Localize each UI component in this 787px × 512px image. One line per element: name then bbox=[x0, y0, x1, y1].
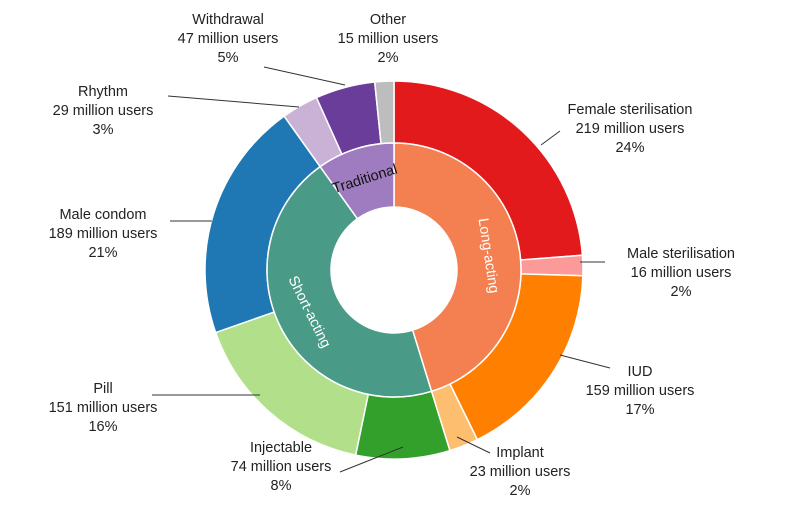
leader-line-injectable bbox=[339, 446, 404, 473]
leader-line-rhythm bbox=[167, 95, 300, 108]
leader-line-iud bbox=[559, 354, 611, 369]
leader-line-implant bbox=[456, 436, 491, 454]
outer-label-rhythm: Rhythm 29 million users 3% bbox=[53, 84, 154, 138]
leader-line-withdrawal bbox=[263, 66, 346, 86]
outer-label-female-sterilisation: Female sterilisation 219 million users 24% bbox=[568, 102, 693, 156]
leader-line-female-sterilisation bbox=[540, 130, 561, 146]
outer-label-injectable: Injectable 74 million users 8% bbox=[231, 440, 332, 494]
outer-label-withdrawal: Withdrawal 47 million users 5% bbox=[178, 12, 279, 66]
outer-label-pill: Pill 151 million users 16% bbox=[49, 381, 158, 435]
outer-label-implant: Implant 23 million users 2% bbox=[470, 445, 571, 499]
inner-ring bbox=[266, 142, 522, 398]
outer-labels: Female sterilisation 219 million users 24%… bbox=[49, 12, 735, 499]
outer-label-male-sterilisation: Male sterilisation 16 million users 2% bbox=[627, 246, 735, 300]
outer-ring bbox=[204, 80, 584, 460]
outer-label-male-condom: Male condom 189 million users 21% bbox=[49, 207, 158, 261]
inner-slice-long-acting bbox=[393, 142, 522, 393]
inner-slice-traditional bbox=[319, 142, 395, 220]
outer-label-iud: IUD 159 million users 17% bbox=[586, 364, 695, 418]
outer-label-other: Other 15 million users 2% bbox=[338, 12, 439, 66]
inner-slice-short-acting bbox=[266, 165, 433, 398]
leader-lines bbox=[152, 66, 611, 473]
